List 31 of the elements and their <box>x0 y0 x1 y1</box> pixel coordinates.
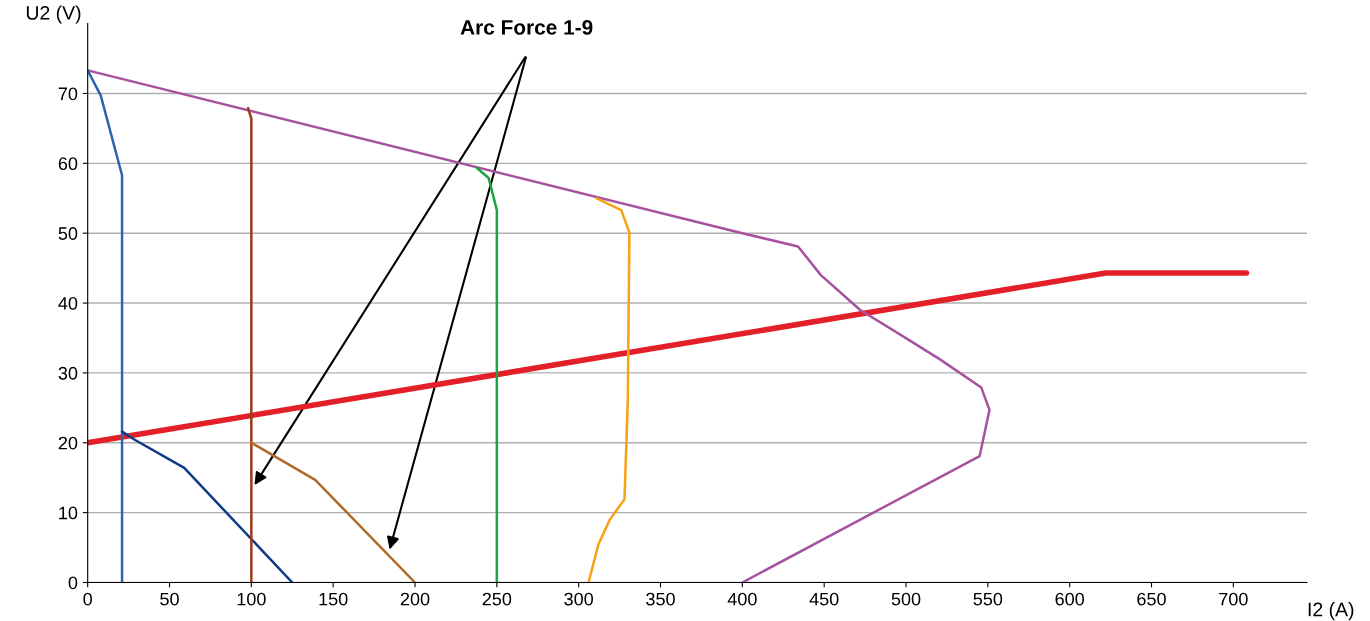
x-tick-label: 500 <box>891 592 921 606</box>
line-series <box>475 166 499 583</box>
annotation: Arc Force 1-9 <box>460 20 593 35</box>
x-tick-label: 300 <box>564 592 594 606</box>
x-tick-label: 0 <box>83 592 92 606</box>
x-tick-label: 700 <box>1219 592 1248 606</box>
x-tick-label: 400 <box>727 592 757 606</box>
x-tick-label: 350 <box>646 592 675 606</box>
y-tick-label: 60 <box>58 157 78 171</box>
x-axis-title: I2 (A) <box>1308 602 1354 621</box>
x-tick-label: 200 <box>400 592 430 606</box>
y-tick-label: 0 <box>68 576 78 590</box>
x-tick-label: 650 <box>1137 592 1166 606</box>
y-tick-label: 50 <box>58 227 78 240</box>
y-tick-label: 40 <box>58 296 78 310</box>
x-tick-label: 150 <box>319 592 348 606</box>
x-tick-label: 50 <box>160 592 179 606</box>
line-series <box>87 69 124 583</box>
line-series <box>120 430 294 583</box>
x-tick-label: 100 <box>237 592 266 606</box>
line-series <box>87 69 991 583</box>
y-tick-label: 20 <box>58 436 78 450</box>
y-tick-label: 70 <box>58 87 78 101</box>
line-series <box>587 197 631 583</box>
y-tick-label: 30 <box>58 366 78 380</box>
x-tick-label: 550 <box>973 592 1003 606</box>
y-tick-label: 10 <box>59 506 78 520</box>
y-axis-title: U2 (V) <box>26 5 81 24</box>
x-tick-label: 600 <box>1055 592 1085 606</box>
x-tick-label: 250 <box>482 592 512 606</box>
x-tick-label: 450 <box>809 592 839 606</box>
